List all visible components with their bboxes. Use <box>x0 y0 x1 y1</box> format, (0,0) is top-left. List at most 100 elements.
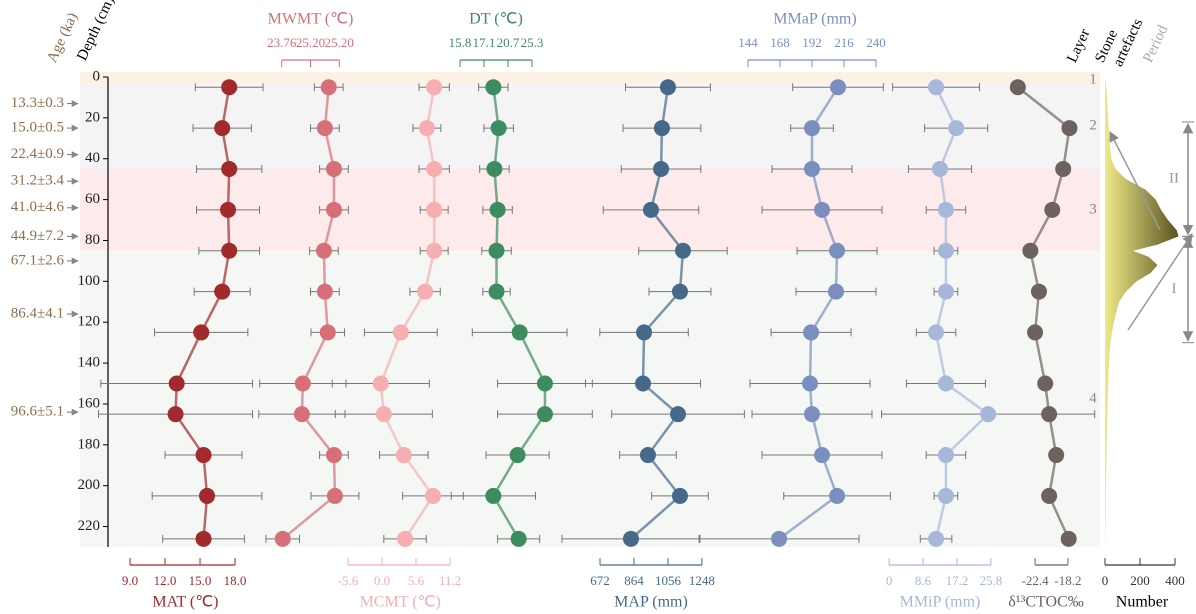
x-tick-label: -22.4 <box>1021 573 1049 588</box>
data-point <box>220 201 237 218</box>
data-point <box>1041 487 1058 504</box>
data-point <box>392 324 409 341</box>
data-point <box>509 447 526 464</box>
data-point <box>937 447 954 464</box>
data-point <box>316 120 333 137</box>
data-point <box>1027 324 1044 341</box>
data-point <box>804 160 820 177</box>
x-tick-label: 0.0 <box>374 573 390 588</box>
data-point <box>804 120 820 137</box>
data-point <box>1041 406 1058 423</box>
data-point <box>674 242 691 259</box>
age-label: 15.0±0.5 <box>11 120 64 136</box>
data-point <box>426 201 443 218</box>
data-point <box>928 324 945 341</box>
data-point <box>417 283 434 300</box>
data-point <box>829 242 846 259</box>
x-tick-label: 168 <box>770 35 790 50</box>
data-point <box>293 406 310 423</box>
data-point <box>511 324 528 341</box>
y-tick-label: 100 <box>78 273 101 289</box>
x-tick-label: 25.8 <box>980 573 1003 588</box>
plot: 123402040608010012014016018020022013.3±0… <box>11 11 1194 611</box>
data-point <box>642 201 659 218</box>
data-point <box>948 120 965 137</box>
data-point <box>325 201 342 218</box>
data-point <box>274 530 291 547</box>
data-point <box>486 160 503 177</box>
layer-band <box>80 250 1100 547</box>
data-point <box>814 447 830 464</box>
layer-label: 4 <box>1089 390 1097 406</box>
data-point <box>397 530 414 547</box>
layer-header: Layer <box>1064 27 1093 65</box>
data-point <box>928 530 945 547</box>
data-point <box>1048 447 1065 464</box>
layer-label: 2 <box>1089 117 1097 133</box>
age-label: 22.4±0.9 <box>11 146 64 162</box>
arrow <box>1127 233 1193 331</box>
y-tick-label: 60 <box>85 191 100 207</box>
data-point <box>214 283 231 300</box>
x-tick-label: 23.76 <box>267 35 297 50</box>
layer-label: 1 <box>1089 72 1097 88</box>
period-label: I <box>1172 281 1177 297</box>
data-point <box>319 324 336 341</box>
x-tick-label: 216 <box>834 35 854 50</box>
y-tick-label: 160 <box>78 395 101 411</box>
age-label: 31.2±3.4 <box>11 173 65 189</box>
data-point <box>490 120 507 137</box>
x-tick-label: 8.6 <box>915 573 932 588</box>
x-tick-label: 1248 <box>689 573 715 588</box>
data-point <box>195 447 212 464</box>
y-tick-label: 20 <box>85 109 100 125</box>
x-tick-label: 18.0 <box>224 573 247 588</box>
data-point <box>1055 160 1072 177</box>
data-point <box>937 283 954 300</box>
data-point <box>980 406 997 423</box>
x-axis-title: DT (℃) <box>469 11 523 28</box>
x-tick-label: 400 <box>1165 573 1185 588</box>
data-point <box>372 375 389 392</box>
x-axis-title: MWMT (℃) <box>268 11 354 28</box>
x-tick-label: 672 <box>590 573 610 588</box>
data-point <box>1060 530 1077 547</box>
data-point <box>320 79 337 96</box>
data-point <box>536 406 553 423</box>
age-label: 41.0±4.6 <box>11 199 65 215</box>
x-axis-title: δ¹³CTOC‰ <box>1008 594 1084 611</box>
data-point <box>937 242 954 259</box>
data-point <box>636 324 653 341</box>
data-point <box>199 487 216 504</box>
data-point <box>771 530 788 547</box>
age-label: 44.9±7.2 <box>11 228 64 244</box>
x-tick-label: -18.2 <box>1054 573 1081 588</box>
y-tick-label: 140 <box>78 355 101 371</box>
data-point <box>829 487 846 504</box>
x-tick-label: 1056 <box>655 573 682 588</box>
layer-label: 3 <box>1089 201 1097 217</box>
x-tick-label: 864 <box>624 573 644 588</box>
x-tick-label: 9.0 <box>122 573 138 588</box>
x-axis-title: MAT (℃) <box>152 594 218 611</box>
data-point <box>426 160 443 177</box>
x-tick-label: 17.2 <box>946 573 969 588</box>
data-point <box>1030 283 1047 300</box>
x-tick-label: 17.1 <box>473 35 496 50</box>
data-point <box>804 406 820 423</box>
y-tick-label: 80 <box>85 232 100 248</box>
data-point <box>671 283 688 300</box>
x-tick-label: 240 <box>866 35 886 50</box>
period-label: II <box>1169 171 1179 187</box>
data-point <box>294 375 311 392</box>
arrow <box>1109 131 1161 231</box>
data-point <box>928 79 945 96</box>
data-point <box>488 283 505 300</box>
data-point <box>1044 201 1061 218</box>
age-label: 13.3±0.3 <box>11 95 64 111</box>
x-tick-label: -5.6 <box>338 573 359 588</box>
data-point <box>168 375 185 392</box>
data-point <box>489 201 506 218</box>
data-point <box>671 487 688 504</box>
y-tick-label: 220 <box>78 518 101 534</box>
